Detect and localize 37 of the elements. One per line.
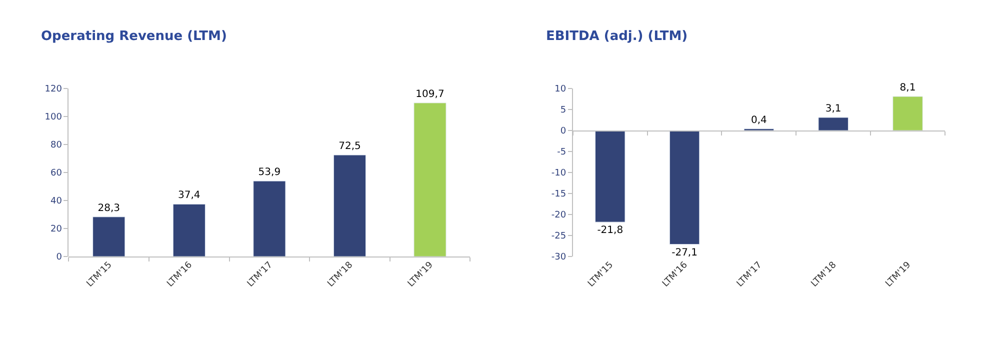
- y-tick-label: 0: [560, 126, 566, 137]
- y-tick-label: 100: [44, 112, 62, 123]
- y-tick-label: 20: [50, 224, 62, 235]
- data-label: 109,7: [416, 88, 444, 100]
- bar: [818, 117, 848, 131]
- data-label: 0,4: [750, 114, 767, 126]
- y-tick-label: 5: [560, 106, 566, 116]
- y-tick-label: 120: [44, 84, 62, 95]
- bar: [414, 102, 446, 257]
- y-tick-label: -10: [551, 168, 566, 179]
- bar: [669, 130, 700, 245]
- y-tick-label: 0: [56, 252, 62, 263]
- chart-title: EBITDA (adj.) (LTM): [546, 29, 688, 44]
- bar: [92, 216, 126, 257]
- y-tick-label: 60: [50, 168, 62, 179]
- y-tick-label: -25: [551, 232, 566, 242]
- chart-title: Operating Revenue (LTM): [41, 29, 227, 44]
- y-tick-label: -15: [551, 190, 566, 200]
- data-label: 3,1: [825, 103, 842, 114]
- y-tick-label: -30: [551, 252, 566, 263]
- bar: [892, 96, 923, 131]
- y-tick-label: -20: [551, 210, 566, 221]
- bar: [172, 204, 206, 257]
- y-tick-label: -5: [557, 148, 566, 158]
- bar: [333, 154, 366, 257]
- bar: [253, 180, 286, 257]
- data-label: 53,9: [258, 167, 281, 178]
- data-label: 8,1: [900, 82, 916, 94]
- y-tick-label: 80: [50, 140, 62, 151]
- data-label: 72,5: [338, 140, 361, 152]
- y-tick-label: 40: [50, 196, 62, 207]
- data-label: -27,1: [672, 247, 698, 258]
- data-label: -21,8: [597, 225, 624, 236]
- data-label: 37,4: [178, 190, 200, 202]
- bar: [594, 130, 626, 222]
- data-label: 28,3: [98, 202, 120, 214]
- y-tick-label: 10: [554, 84, 566, 95]
